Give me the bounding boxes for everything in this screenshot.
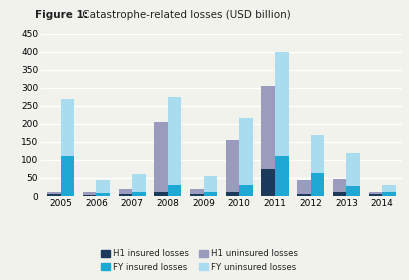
- Bar: [167, 97, 181, 185]
- Bar: [118, 189, 132, 194]
- Bar: [368, 194, 381, 196]
- Bar: [154, 192, 167, 196]
- Bar: [132, 174, 145, 192]
- Bar: [297, 194, 310, 196]
- Bar: [47, 194, 61, 196]
- Bar: [96, 181, 110, 193]
- Bar: [96, 193, 110, 196]
- Bar: [203, 176, 217, 192]
- Legend: H1 insured losses, FY insured losses, H1 uninsured losses, FY uninsured losses: H1 insured losses, FY insured losses, H1…: [97, 246, 301, 275]
- Bar: [332, 179, 346, 192]
- Bar: [261, 86, 274, 169]
- Bar: [261, 169, 274, 196]
- Bar: [274, 52, 288, 156]
- Bar: [310, 172, 324, 196]
- Bar: [381, 185, 395, 192]
- Bar: [332, 192, 346, 196]
- Text: Figure 1:: Figure 1:: [35, 10, 88, 20]
- Bar: [132, 192, 145, 196]
- Bar: [225, 140, 239, 192]
- Bar: [346, 153, 359, 186]
- Bar: [239, 118, 252, 185]
- Bar: [61, 156, 74, 196]
- Bar: [189, 194, 203, 196]
- Bar: [239, 185, 252, 196]
- Bar: [368, 192, 381, 194]
- Bar: [47, 192, 61, 194]
- Bar: [167, 185, 181, 196]
- Bar: [118, 194, 132, 196]
- Bar: [274, 156, 288, 196]
- Bar: [346, 186, 359, 196]
- Bar: [297, 181, 310, 194]
- Bar: [203, 192, 217, 196]
- Bar: [83, 195, 96, 196]
- Bar: [154, 122, 167, 192]
- Bar: [83, 192, 96, 195]
- Bar: [310, 135, 324, 172]
- Bar: [61, 99, 74, 156]
- Bar: [225, 192, 239, 196]
- Text: Catastrophe-related losses (USD billion): Catastrophe-related losses (USD billion): [79, 10, 290, 20]
- Bar: [381, 192, 395, 196]
- Bar: [189, 189, 203, 194]
